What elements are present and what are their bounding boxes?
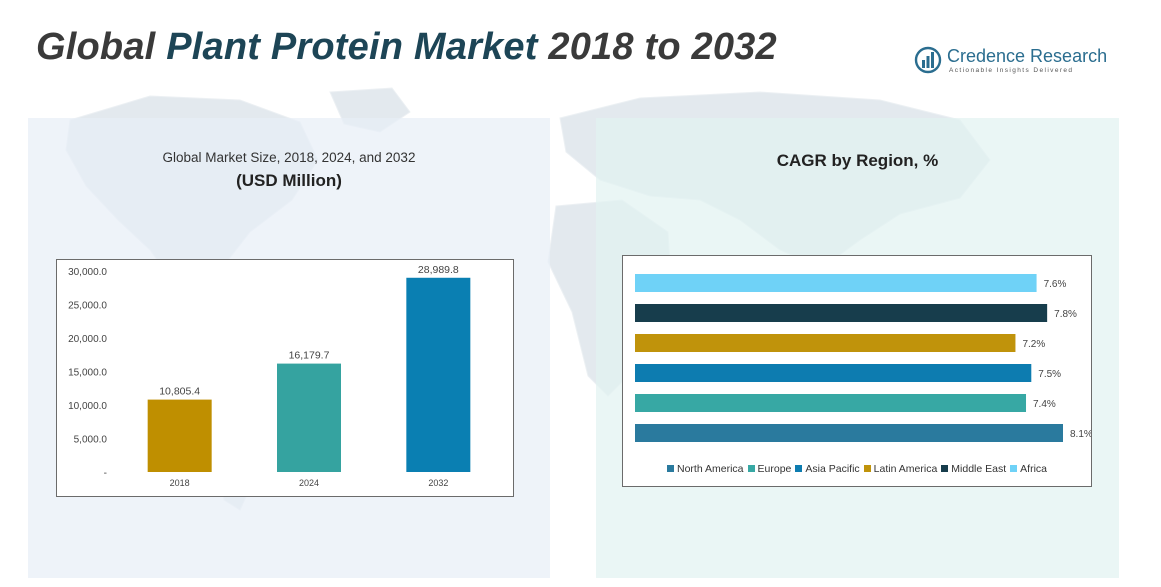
legend-label: Asia Pacific bbox=[805, 463, 860, 475]
hbar-value-label: 7.4% bbox=[1033, 399, 1056, 410]
legend-label: North America bbox=[677, 463, 744, 475]
legend-swatch bbox=[941, 465, 949, 472]
legend-label: Latin America bbox=[873, 463, 938, 475]
market-size-bar-chart: - 5,000.0 10,000.0 15,000.0 20,000.0 25,000.0… bbox=[68, 264, 471, 488]
bar-2018 bbox=[147, 399, 212, 472]
cagr-panel: CAGR by Region, % 8.1% 7.4% 7.5% 7.2% 7.8% 7.… bbox=[596, 118, 1119, 578]
page-title: Global Plant Protein Market 2018 to 2032 bbox=[36, 26, 777, 69]
legend-label: Middle East bbox=[951, 463, 1007, 475]
x-tick-label: 2018 bbox=[170, 478, 190, 488]
legend-item-europe: Europe bbox=[747, 463, 792, 475]
title-accent: Plant Protein Market bbox=[166, 26, 538, 68]
legend-swatch bbox=[747, 465, 755, 472]
bar-value-label: 10,805.4 bbox=[159, 386, 200, 398]
bar-value-label: 16,179.7 bbox=[289, 350, 330, 362]
legend-swatch bbox=[795, 465, 803, 472]
legend-item-middle-east: Middle East bbox=[941, 463, 1006, 475]
y-tick-label: 20,000.0 bbox=[68, 334, 107, 345]
hbar-north-america bbox=[635, 424, 1063, 442]
title-prefix: Global bbox=[36, 26, 167, 68]
y-tick-label: 25,000.0 bbox=[68, 301, 107, 312]
hbar-europe bbox=[635, 394, 1027, 412]
bar-value-label: 28,989.8 bbox=[418, 264, 459, 276]
title-suffix: 2018 to 2032 bbox=[537, 26, 777, 68]
cagr-legend: North America Europe Asia Pacific Latin Ame… bbox=[623, 463, 1091, 475]
legend-item-asia-pacific: Asia Pacific bbox=[795, 463, 860, 475]
x-tick-label: 2024 bbox=[299, 478, 319, 488]
hbar-asia-pacific bbox=[635, 364, 1032, 382]
bar-2024 bbox=[277, 363, 341, 472]
hbar-value-label: 7.2% bbox=[1022, 339, 1045, 350]
legend-item-africa: Africa bbox=[1010, 463, 1047, 475]
brand-logo: Credence Research Actionable Insights De… bbox=[914, 44, 1108, 76]
hbar-latin-america bbox=[635, 334, 1016, 352]
cagr-horizontal-bar-chart: 8.1% 7.4% 7.5% 7.2% 7.8% 7.6% bbox=[635, 274, 1093, 442]
market-size-subtitle: Global Market Size, 2018, 2024, and 2032 bbox=[162, 150, 416, 165]
legend-swatch bbox=[1010, 465, 1018, 472]
bar-2032 bbox=[406, 277, 471, 472]
legend-label: Africa bbox=[1020, 463, 1047, 475]
legend-item-latin-america: Latin America bbox=[863, 463, 938, 475]
y-tick-label: 5,000.0 bbox=[74, 435, 108, 446]
hbar-middle-east bbox=[635, 304, 1048, 322]
legend-swatch bbox=[667, 465, 674, 472]
brand-name: Credence Research bbox=[947, 46, 1108, 66]
hbar-value-label: 7.8% bbox=[1054, 309, 1077, 320]
x-tick-label: 2032 bbox=[428, 478, 448, 488]
y-tick-label: 30,000.0 bbox=[68, 267, 107, 278]
hbar-africa bbox=[635, 274, 1037, 292]
y-tick-label: 15,000.0 bbox=[68, 368, 107, 379]
y-tick-label: - bbox=[104, 468, 107, 479]
legend-label: Europe bbox=[757, 463, 792, 475]
cagr-chart-frame: 8.1% 7.4% 7.5% 7.2% 7.8% 7.6% North America Eu… bbox=[622, 255, 1093, 487]
hbar-value-label: 8.1% bbox=[1070, 429, 1091, 440]
legend-item-north-america: North America bbox=[667, 463, 744, 475]
cagr-chart-title: CAGR by Region, % bbox=[776, 151, 939, 170]
hbar-value-label: 7.5% bbox=[1038, 369, 1061, 380]
market-size-chart-frame: - 5,000.0 10,000.0 15,000.0 20,000.0 25,000.0… bbox=[56, 259, 514, 497]
legend-swatch bbox=[863, 465, 871, 472]
market-size-unit: (USD Million) bbox=[236, 171, 342, 190]
hbar-value-label: 7.6% bbox=[1044, 279, 1067, 290]
brand-tagline: Actionable Insights Delivered bbox=[949, 67, 1074, 74]
y-tick-label: 10,000.0 bbox=[68, 401, 107, 412]
bar-chart-logo-icon bbox=[914, 46, 942, 74]
market-size-panel: Global Market Size, 2018, 2024, and 2032… bbox=[28, 118, 550, 578]
